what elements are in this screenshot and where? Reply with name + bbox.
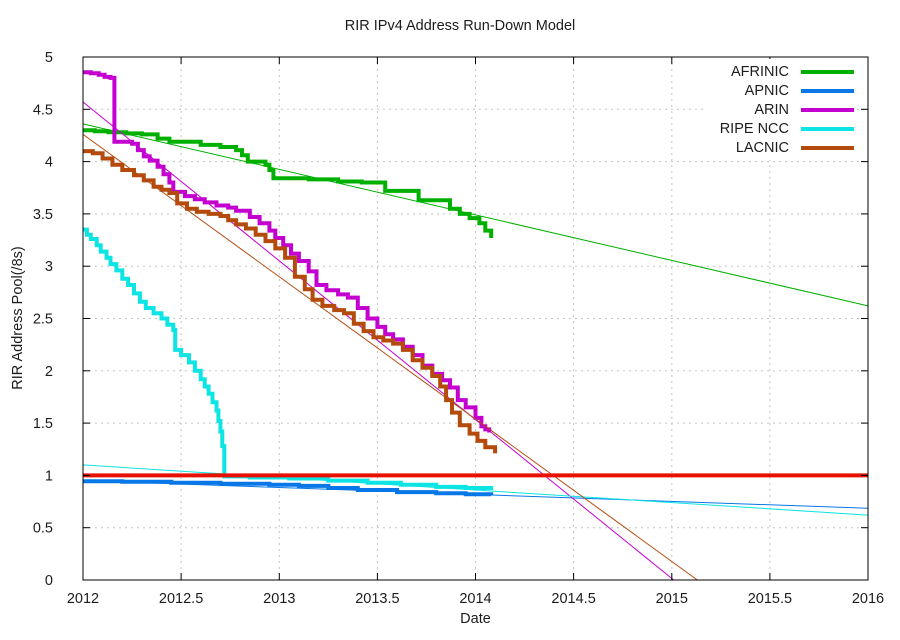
y-tick-label: 1	[45, 468, 53, 484]
chart-title: RIR IPv4 Address Run-Down Model	[344, 18, 576, 34]
y-tick-label: 4.5	[33, 102, 53, 118]
y-tick-label: 2.5	[33, 312, 53, 328]
legend-label: LACNIC	[735, 139, 789, 156]
x-tick-label: 2014	[459, 591, 491, 607]
y-tick-label: 1.5	[33, 416, 53, 432]
series-afrinic	[83, 128, 494, 238]
series-afrinic-model	[82, 123, 869, 307]
x-tick-label: 2016	[852, 591, 884, 607]
tick-marks	[82, 56, 869, 581]
x-tick-label: 2014.5	[551, 591, 595, 607]
x-axis-label: Date	[460, 611, 491, 627]
series-ripe-ncc	[83, 227, 494, 490]
y-tick-label: 3	[45, 259, 53, 275]
y-tick-label: 5	[45, 50, 53, 66]
legend-swatch	[801, 126, 854, 131]
legend-item-lacnic: LACNIC	[720, 138, 854, 157]
legend-item-ripe-ncc: RIPE NCC	[720, 119, 854, 138]
legend-item-afrinic: AFRINIC	[720, 62, 854, 81]
legend: AFRINIC APNIC ARIN RIPE NCC LACNIC	[703, 59, 856, 160]
legend-swatch	[801, 69, 854, 74]
x-tick-label: 2012	[67, 591, 99, 607]
legend-item-apnic: APNIC	[720, 81, 854, 100]
y-tick-label: 2	[45, 364, 53, 380]
x-tick-label: 2013	[263, 591, 295, 607]
tick-labels: 2012 2012.5 2013 2013.5 2014 2014.5 2015 2015.5…	[33, 50, 884, 607]
x-tick-label: 2015.5	[748, 591, 792, 607]
x-tick-label: 2015	[656, 591, 688, 607]
series-lacnic	[83, 149, 498, 454]
series-apnic-model	[82, 480, 869, 509]
legend-swatch	[801, 107, 854, 112]
legend-swatch	[801, 88, 854, 93]
y-tick-label: 3.5	[33, 207, 53, 223]
series-group	[82, 70, 869, 581]
legend-swatch	[801, 145, 854, 150]
legend-label: AFRINIC	[731, 63, 789, 80]
legend-label: ARIN	[754, 101, 789, 118]
x-tick-label: 2012.5	[159, 591, 203, 607]
legend-label: APNIC	[744, 82, 789, 99]
series-arin-model	[82, 101, 675, 581]
legend-item-arin: ARIN	[720, 100, 854, 119]
series-lacnic-model	[82, 133, 698, 581]
y-tick-label: 4	[45, 155, 53, 171]
legend-label: RIPE NCC	[719, 120, 789, 137]
y-tick-label: 0	[45, 573, 53, 589]
x-tick-label: 2013.5	[355, 591, 399, 607]
y-tick-label: 0.5	[33, 521, 53, 537]
series-ripe-ncc-model	[82, 464, 869, 516]
